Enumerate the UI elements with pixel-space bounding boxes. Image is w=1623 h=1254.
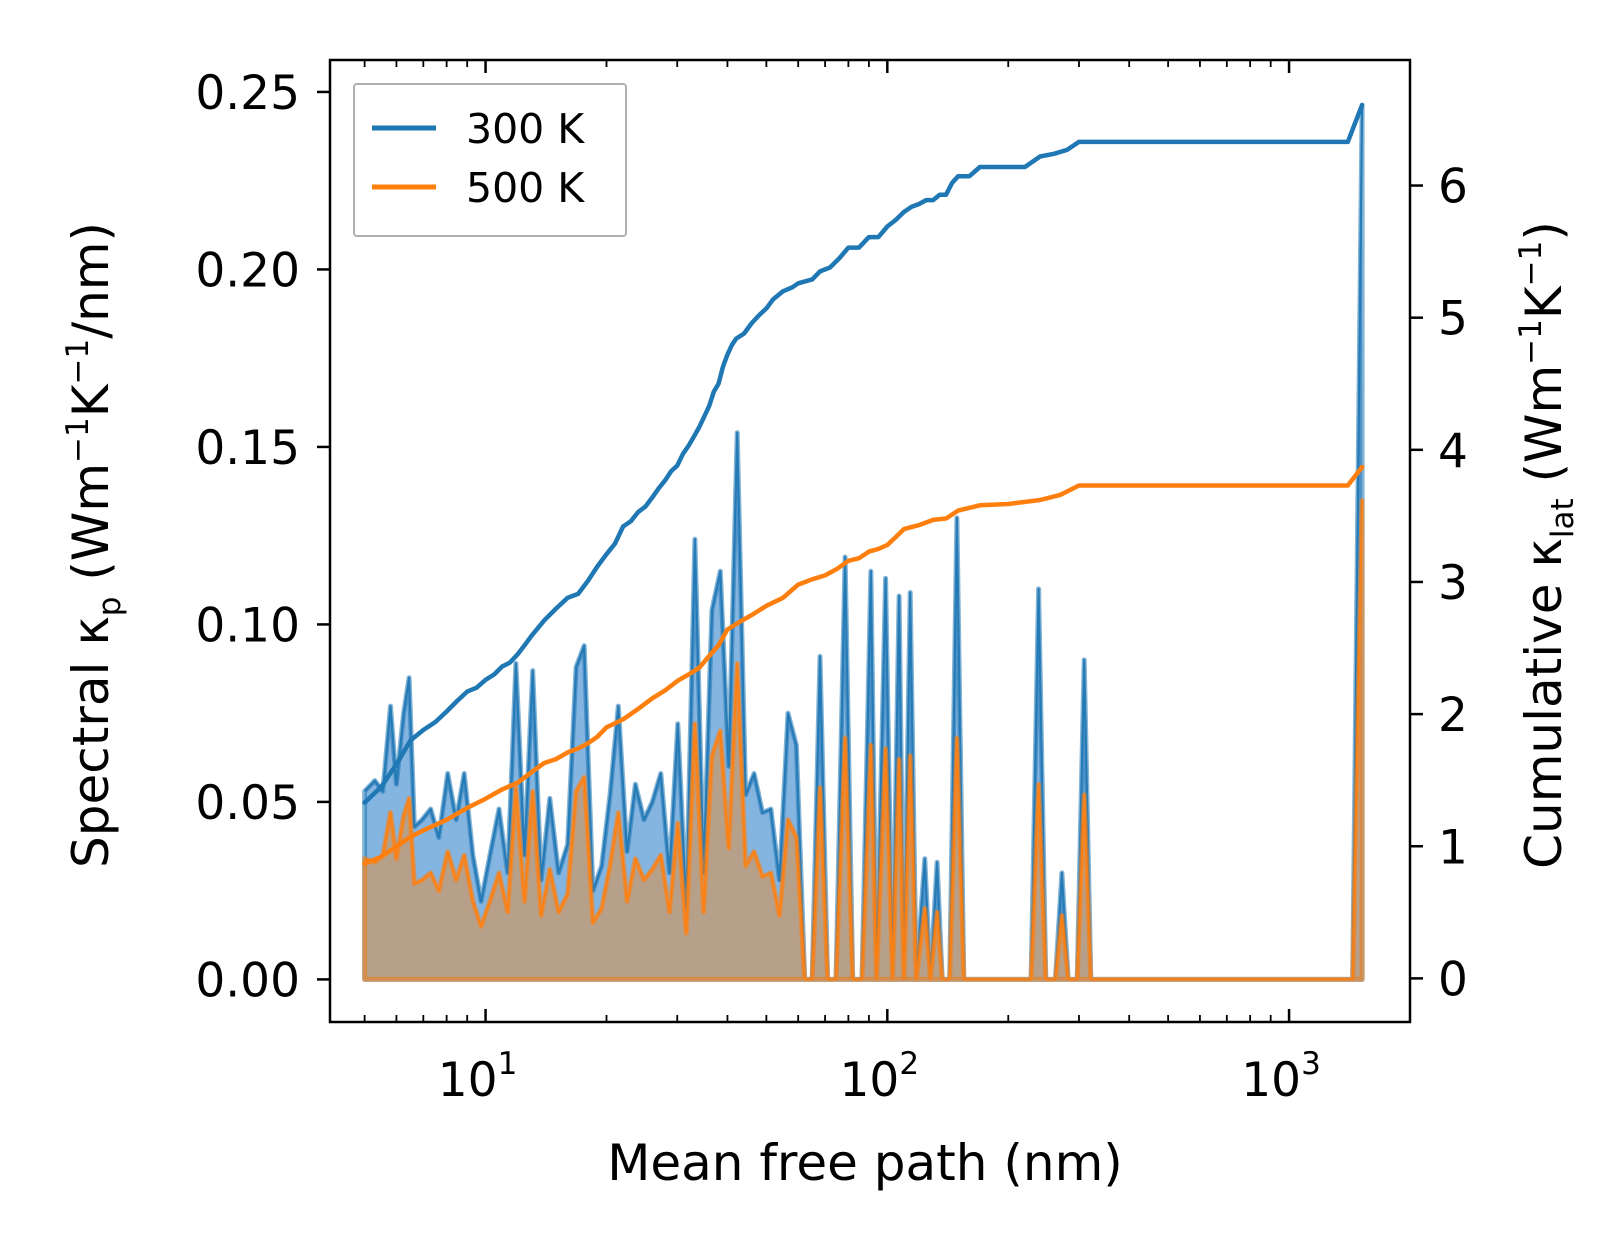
legend-box <box>353 83 627 237</box>
y-axis-right-label: Cumulative κlat (Wm−1K−1) <box>1513 221 1581 869</box>
y-right-tick-label: 0 <box>1438 952 1468 1007</box>
y-left-tick-label: 0.15 <box>195 421 300 476</box>
spectral-fills <box>362 103 1365 982</box>
cumulative-line-500-k-cumulative <box>362 464 1365 866</box>
x-axis-label: Mean free path (nm) <box>607 1134 1123 1192</box>
y-axis-left-label: Spectral κp (Wm−1K−1/nm) <box>60 222 128 868</box>
x-tick-label: 103 <box>1241 1046 1321 1108</box>
data-lines <box>362 102 1365 866</box>
y-right-tick-label: 3 <box>1438 556 1468 611</box>
cumulative-line-300-k-cumulative <box>362 102 1365 805</box>
x-tick-label: 102 <box>840 1046 920 1108</box>
y-right-tick-label: 5 <box>1438 292 1468 347</box>
legend-label-500k: 500 K <box>466 164 585 212</box>
y-right-tick-label: 6 <box>1438 160 1468 215</box>
y-right-tick-label: 1 <box>1438 820 1468 875</box>
y-left-tick-label: 0.20 <box>195 243 300 298</box>
legend-label-300k: 300 K <box>466 105 585 153</box>
y-left-tick-label: 0.25 <box>195 66 300 121</box>
y-right-tick-label: 4 <box>1438 424 1468 479</box>
y-right-tick-label: 2 <box>1438 688 1468 743</box>
x-tick-label: 101 <box>438 1046 518 1108</box>
y-left-tick-label: 0.10 <box>195 598 300 653</box>
plot-frame <box>328 58 1412 1024</box>
axis-ticks <box>317 60 1423 1022</box>
tick-labels: 101 102 103 0.00 0.05 0.10 0.15 0.20 0.25 0 1 2 3 4 5 6 <box>195 66 1468 1108</box>
y-left-tick-label: 0.00 <box>195 953 300 1008</box>
spectral-line-500-k <box>364 500 1364 981</box>
y-left-tick-label: 0.05 <box>195 776 300 831</box>
legend: 300 K 500 K <box>353 83 627 237</box>
